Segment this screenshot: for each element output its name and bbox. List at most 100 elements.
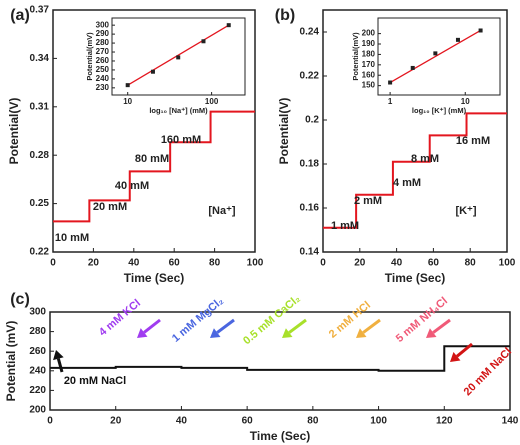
y-tick-label: 220 — [29, 385, 46, 396]
x-tick-label: 60 — [428, 258, 440, 269]
x-tick-label: 100 — [499, 258, 516, 269]
plot-frame — [111, 17, 246, 96]
x-tick-label: 120 — [436, 416, 453, 427]
plot-frame — [377, 17, 501, 96]
x-tick-label: 20 — [88, 258, 100, 269]
annotation: 0.5 mM CaCl₂ — [241, 293, 303, 347]
arrow-shaft — [143, 318, 161, 334]
step-label: 10 mM — [55, 232, 89, 244]
x-tick-label: 20 — [354, 258, 366, 269]
arrow-head — [210, 328, 221, 338]
y-tick-label: 190 — [362, 39, 376, 48]
arrow-shaft — [432, 318, 451, 334]
x-tick-label: 80 — [307, 416, 319, 427]
x-tick-label: 40 — [176, 416, 188, 427]
annotation: 20 mM NaCl — [462, 346, 515, 399]
y-axis-title: Potential(mV) — [85, 32, 94, 81]
step-label: 20 mM — [93, 201, 127, 213]
y-tick-label: 180 — [362, 50, 376, 59]
x-tick-label: 60 — [242, 416, 254, 427]
x-tick-label: 0 — [320, 258, 326, 269]
y-tick-label: 250 — [96, 65, 110, 74]
step-label: 4 mM — [393, 177, 421, 189]
x-axis-title: Time (Sec) — [385, 271, 445, 285]
step-label: [Na⁺] — [208, 205, 236, 217]
y-tick-label: 300 — [29, 307, 46, 318]
arrow-head — [53, 350, 64, 361]
step-label: 40 mM — [115, 180, 149, 192]
y-tick-label: 0.18 — [300, 159, 320, 170]
point — [478, 28, 483, 33]
plot-frame — [322, 9, 508, 253]
x-tick-label: 10 — [461, 97, 470, 106]
x-axis-title: log₁₀ [Na⁺] (mM) — [149, 106, 208, 115]
y-tick-label: 280 — [96, 38, 110, 47]
line — [53, 110, 255, 223]
x-axis-title: log₁₀ [K⁺] (mM) — [412, 106, 467, 115]
fit-line — [389, 29, 481, 84]
point — [433, 51, 438, 56]
step-label: 1 mM — [331, 220, 359, 232]
arrow-shaft — [362, 318, 381, 334]
y-axis-title: Potential(V) — [277, 98, 291, 165]
y-tick-label: 260 — [29, 346, 46, 357]
y-tick-label: 0.34 — [30, 53, 50, 64]
step-label: 8 mM — [411, 153, 439, 165]
panel-label: (c) — [10, 291, 30, 308]
line — [323, 112, 507, 229]
y-tick-label: 150 — [362, 81, 376, 90]
arrow-shaft — [56, 358, 64, 373]
arrow-head — [356, 328, 367, 338]
y-tick-label: 0.16 — [300, 203, 320, 214]
y-tick-label: 230 — [96, 83, 110, 92]
y-tick-label: 200 — [29, 405, 46, 416]
x-tick-label: 100 — [247, 258, 264, 269]
y-tick-label: 240 — [96, 74, 110, 83]
arrow-head — [450, 352, 461, 362]
point — [455, 37, 460, 42]
arrow-shaft — [288, 318, 307, 334]
y-tick-label: 0.31 — [30, 101, 50, 112]
x-axis-title: Time (Sec) — [124, 271, 184, 285]
step-label: 16 mM — [456, 135, 490, 147]
y-axis-title: Potential (mV) — [4, 321, 18, 402]
x-tick-label: 20 — [110, 416, 122, 427]
step-label: 80 mM — [135, 153, 169, 165]
step-label: 160 mM — [161, 134, 201, 146]
step-label: 2 mM — [354, 195, 382, 207]
x-tick-label: 40 — [128, 258, 140, 269]
y-tick-label: 0.22 — [300, 71, 320, 82]
y-tick-label: 300 — [96, 20, 110, 29]
annotation: 2 mM HCl — [327, 299, 373, 340]
y-tick-label: 170 — [362, 60, 376, 69]
fit-line — [127, 24, 230, 86]
y-tick-label: 270 — [96, 47, 110, 56]
y-axis-title: Potential(V) — [7, 98, 21, 165]
arrow-shaft — [456, 342, 473, 358]
x-axis-title: Time (Sec) — [250, 429, 310, 443]
x-tick-label: 100 — [205, 97, 219, 106]
arrow-head — [137, 328, 148, 338]
y-axis-title: Potential(mV) — [351, 32, 360, 81]
arrow-shaft — [216, 318, 235, 334]
point — [150, 69, 155, 74]
annotation: 5 mM NH₄Cl — [394, 295, 450, 345]
annotation: 20 mM NaCl — [64, 375, 126, 387]
annotation: 1 mM MgCl₂ — [170, 295, 226, 345]
x-tick-label: 0 — [47, 416, 53, 427]
x-tick-label: 80 — [465, 258, 477, 269]
arrow-head — [282, 328, 293, 338]
x-tick-label: 60 — [169, 258, 181, 269]
y-tick-label: 0.14 — [300, 247, 320, 258]
annotation: 4 mM KCl — [97, 297, 143, 338]
plot-frame — [52, 9, 256, 253]
y-tick-label: 0.37 — [30, 5, 50, 16]
x-tick-label: 10 — [123, 97, 132, 106]
x-tick-label: 0 — [50, 258, 56, 269]
y-tick-label: 0.24 — [300, 27, 320, 38]
line — [50, 345, 510, 372]
point — [176, 55, 181, 60]
point — [410, 65, 415, 70]
